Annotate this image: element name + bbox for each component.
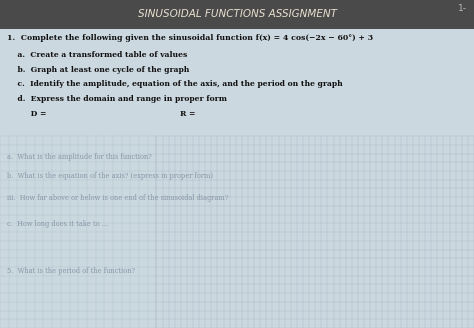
Bar bbox=[0, 0, 474, 29]
Text: c.  How long does it take to ...: c. How long does it take to ... bbox=[7, 220, 109, 228]
Text: SINUSOIDAL FUNCTIONS ASSIGNMENT: SINUSOIDAL FUNCTIONS ASSIGNMENT bbox=[137, 10, 337, 19]
Text: d.  Express the domain and range in proper form: d. Express the domain and range in prope… bbox=[7, 95, 227, 103]
Text: c.  Identify the amplitude, equation of the axis, and the period on the graph: c. Identify the amplitude, equation of t… bbox=[7, 80, 343, 88]
Text: b.  Graph at least one cycle of the graph: b. Graph at least one cycle of the graph bbox=[7, 66, 190, 73]
Text: a.  Create a transformed table of values: a. Create a transformed table of values bbox=[7, 51, 188, 59]
Text: 5.  What is the period of the function?: 5. What is the period of the function? bbox=[7, 267, 135, 275]
Text: D =: D = bbox=[7, 110, 46, 118]
Text: b.  What is the equation of the axis? (express in proper form): b. What is the equation of the axis? (ex… bbox=[7, 172, 213, 180]
Text: a.  What is the amplitude for this function?: a. What is the amplitude for this functi… bbox=[7, 153, 152, 160]
Text: 1-: 1- bbox=[458, 4, 467, 13]
Text: 1.  Complete the following given the sinusoidal function f(x) = 4 cos(−2x − 60°): 1. Complete the following given the sinu… bbox=[7, 34, 373, 42]
Text: iii.  How far above or below is one end of the sinusoidal diagram?: iii. How far above or below is one end o… bbox=[7, 194, 228, 201]
Text: R =: R = bbox=[180, 110, 195, 118]
